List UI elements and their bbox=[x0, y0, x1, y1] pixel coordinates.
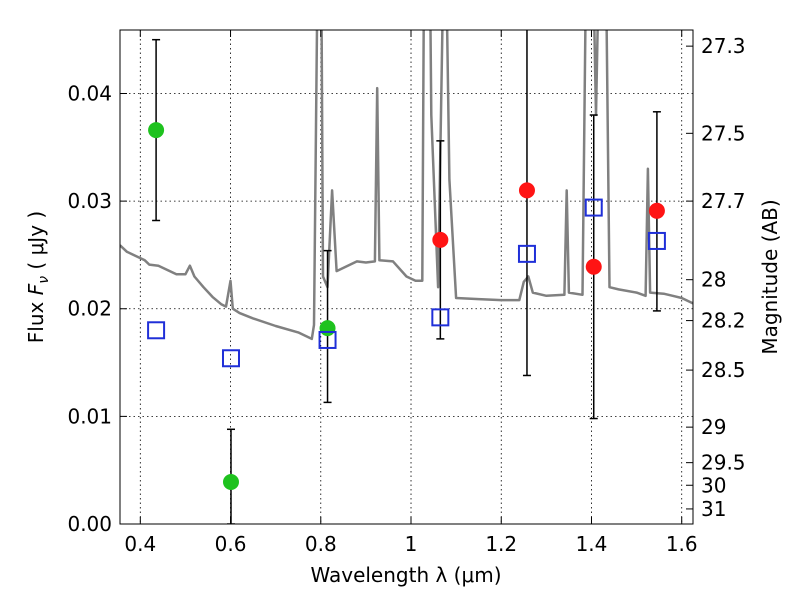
y2-tick-label: 29.5 bbox=[701, 451, 746, 475]
y-tick-label: 0.03 bbox=[67, 189, 112, 213]
x-tick-label: 0.4 bbox=[124, 532, 156, 556]
red-data-point bbox=[648, 202, 665, 219]
green-data-point bbox=[222, 474, 239, 491]
y-tick-label: 0.01 bbox=[67, 404, 112, 428]
x-tick-label: 0.6 bbox=[215, 532, 247, 556]
y-axis-title-main: Flux bbox=[24, 295, 48, 343]
model-photometry-marker bbox=[647, 231, 666, 250]
y-tick-label: 0.00 bbox=[67, 512, 112, 536]
plot-frame bbox=[119, 29, 694, 525]
y2-tick-label: 29 bbox=[701, 415, 726, 439]
y-tick-label: 0.02 bbox=[67, 297, 112, 321]
model-photometry-marker bbox=[584, 198, 603, 217]
y2-axis-title: Magnitude (AB) bbox=[758, 199, 782, 354]
y2-tick-label: 27.7 bbox=[701, 189, 746, 213]
y2-tick-label: 27.3 bbox=[701, 34, 746, 58]
model-photometry-marker bbox=[431, 308, 450, 327]
y-axis-ticks: 0.00 0.01 0.02 0.03 0.04 bbox=[67, 81, 127, 536]
y2-tick-label: 28.2 bbox=[701, 309, 746, 333]
x-tick-label: 1.4 bbox=[576, 532, 608, 556]
model-sed-line bbox=[120, 30, 693, 341]
y-axis-title-unit: ( μJy ) bbox=[24, 211, 48, 276]
y-axis-title-symbol: F bbox=[24, 283, 48, 295]
green-data-point bbox=[148, 122, 165, 139]
green-data-point bbox=[319, 320, 336, 337]
red-data-point bbox=[585, 258, 602, 275]
x-axis-title: Wavelength λ (μm) bbox=[310, 563, 501, 587]
plot-area bbox=[120, 30, 693, 524]
x-tick-label: 1 bbox=[405, 532, 418, 556]
red-data-point bbox=[518, 182, 535, 199]
model-photometry-marker bbox=[221, 349, 240, 368]
y2-tick-label: 27.5 bbox=[701, 121, 746, 145]
y2-tick-label: 30 bbox=[701, 473, 726, 497]
x-tick-label: 1.2 bbox=[485, 532, 517, 556]
red-data-point bbox=[432, 231, 449, 248]
y-tick-label: 0.04 bbox=[67, 81, 112, 105]
y2-tick-label: 28.5 bbox=[701, 358, 746, 382]
model-photometry-marker bbox=[517, 244, 536, 263]
model-photometry-marker bbox=[147, 321, 166, 340]
x-axis-ticks: 0.4 0.6 0.8 1 1.2 1.4 1.6 bbox=[124, 30, 698, 556]
y2-tick-label: 28 bbox=[701, 268, 726, 292]
y-axis-title: Flux Fν ( μJy ) bbox=[24, 211, 52, 343]
y2-tick-label: 31 bbox=[701, 497, 726, 521]
model-photometry-marker bbox=[318, 330, 337, 349]
y-axis-title-subscript: ν bbox=[36, 276, 52, 284]
x-tick-label: 1.6 bbox=[666, 532, 698, 556]
x-tick-label: 0.8 bbox=[305, 532, 337, 556]
